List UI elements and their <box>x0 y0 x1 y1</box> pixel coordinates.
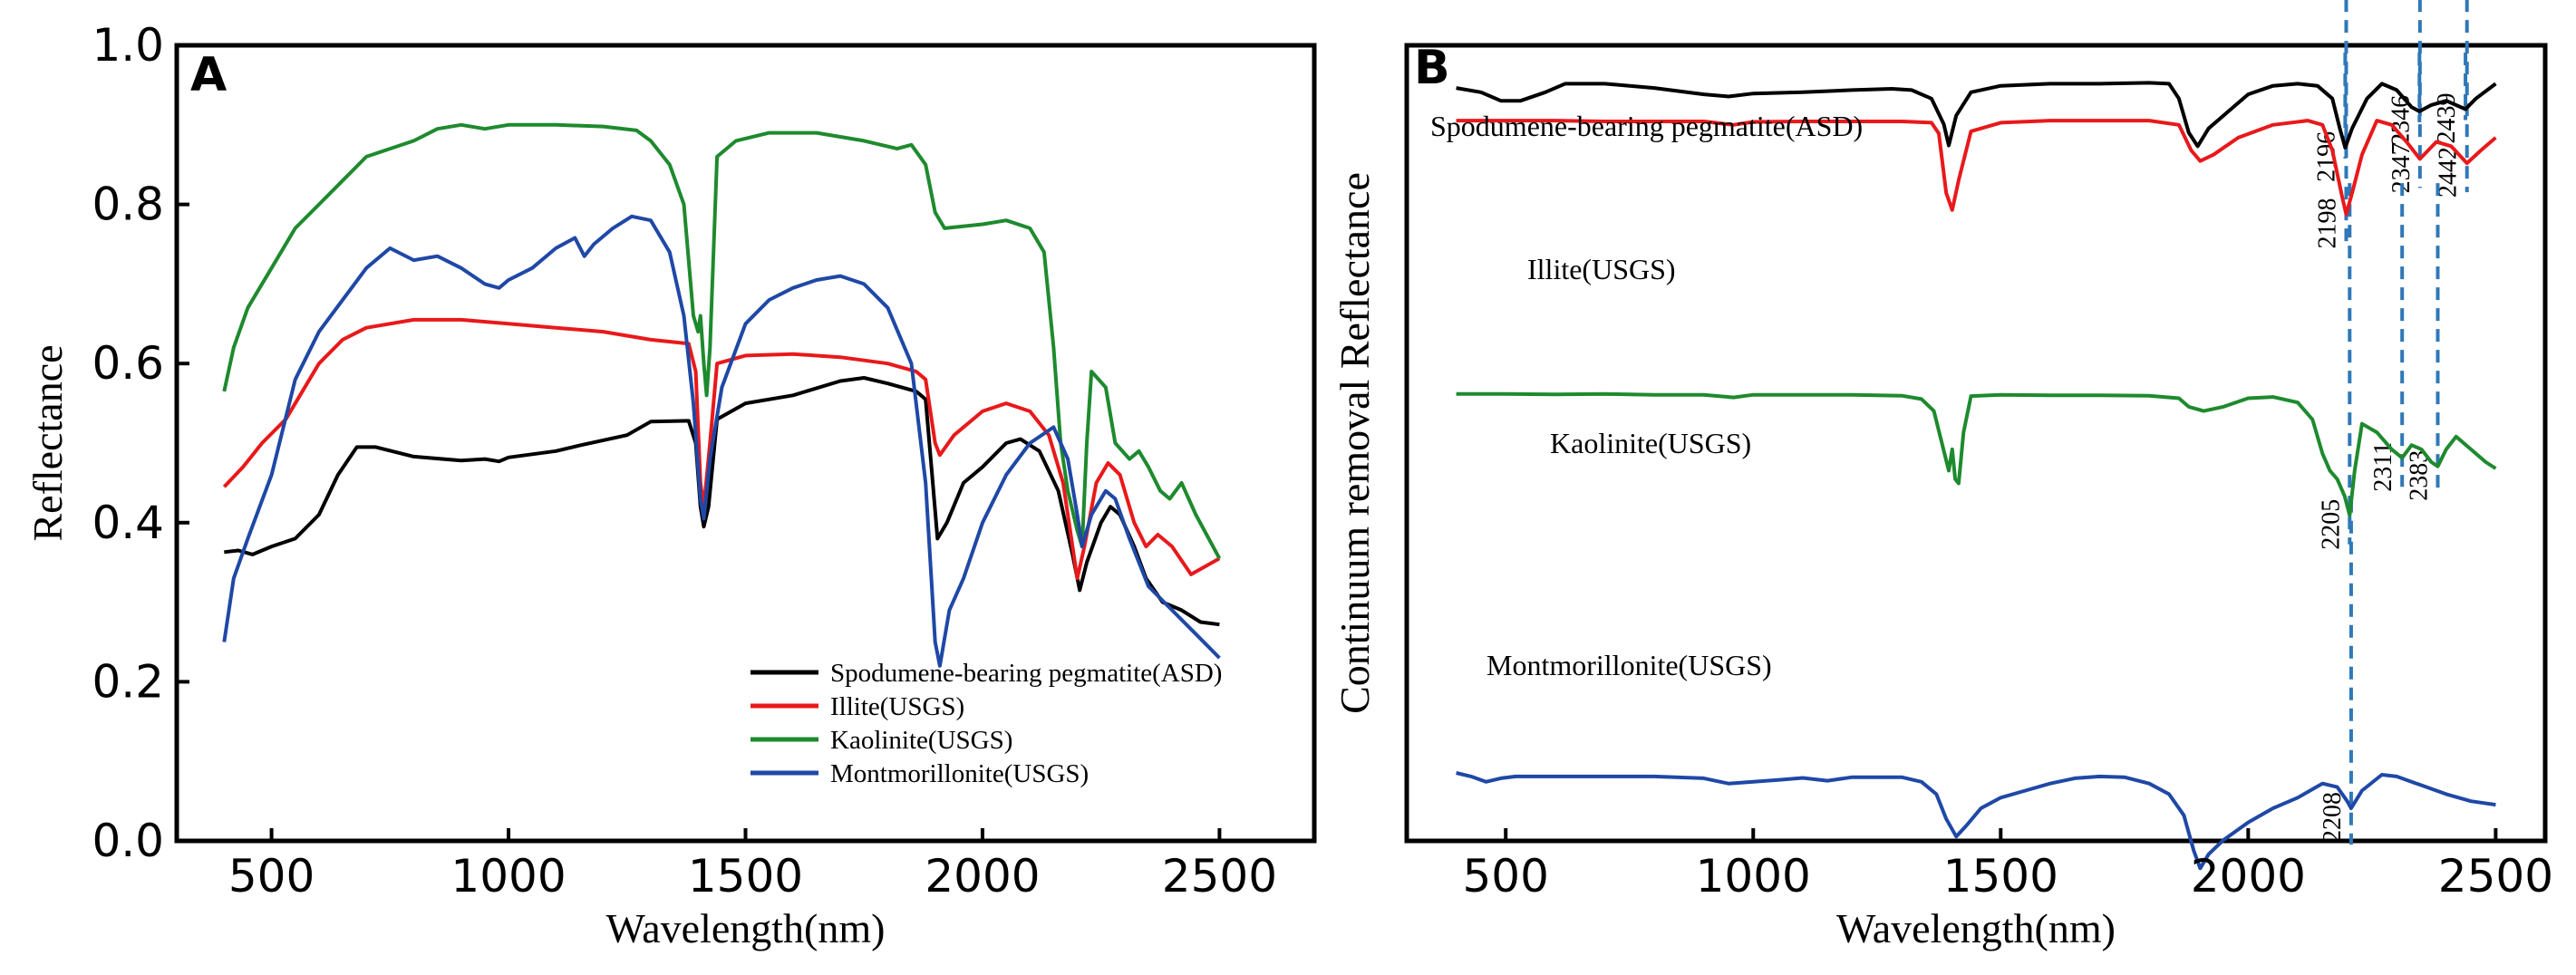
panel-a-x-axis-title: Wavelength(nm) <box>606 905 886 951</box>
absorption-label-2346: 2346 <box>2387 95 2415 146</box>
panel-b-curve-labels: Spodumene-bearing pegmatite(ASD) Illite(U… <box>1430 110 1863 681</box>
legend-label-illite: Illite(USGS) <box>830 692 964 721</box>
panel-b-x-axis-title: Wavelength(nm) <box>1836 905 2116 951</box>
panel-b-plot-frame <box>1404 43 2548 844</box>
curve-label-montmorillonite: Montmorillonite(USGS) <box>1487 649 1772 681</box>
panel-a-y-tick-label: 1.0 <box>92 19 164 72</box>
panel-a-x-tick-label: 2500 <box>1162 850 1277 903</box>
panel-a: A 500 1000 1500 2000 25000.00.20.40.60.81.0 … <box>24 19 1317 951</box>
panel-b-ticks: 500 1000 1500 2000 2500 <box>1462 828 2553 903</box>
panel-a-y-tick-label: 0.6 <box>92 337 164 390</box>
panel-b-x-tick-label: 1500 <box>1943 850 2058 903</box>
panel-a-plot-frame <box>174 43 1317 844</box>
panel-a-y-tick-label: 0.2 <box>92 655 164 708</box>
panel-a-ticks: 500 1000 1500 2000 2500 0.0 0.2 0.4 0.6 0.8 1.0 <box>92 19 1277 903</box>
panel-a-legend: Spodumene-bearing pegmatite(ASD) Illite(U… <box>751 659 1222 788</box>
panel-a-series-group <box>222 122 1222 668</box>
panel-a-series-montmorillonite <box>222 214 1221 668</box>
panel-a-x-tick-label: 500 <box>228 850 315 903</box>
panel-a-y-tick-label: 0.0 <box>92 815 164 867</box>
absorption-label-2208: 2208 <box>2319 792 2347 843</box>
panel-b-x-tick-label: 1000 <box>1696 850 1811 903</box>
legend-label-spodumene-bearing-pegmatite: Spodumene-bearing pegmatite(ASD) <box>830 659 1222 688</box>
panel-b-series-group <box>1456 81 2497 871</box>
curve-label-kaolinite: Kaolinite(USGS) <box>1550 427 1751 459</box>
panel-b-series-illite <box>1456 119 2497 217</box>
panel-a-y-tick-label: 0.8 <box>92 179 164 231</box>
absorption-label-2205: 2205 <box>2317 499 2345 550</box>
panel-a-x-tick-label: 2000 <box>925 850 1040 903</box>
panel-b-y-axis-title: Continuum removal Reflectance <box>1332 172 1378 714</box>
panel-b-series-montmorillonite <box>1456 771 2496 871</box>
curve-label-illite: Illite(USGS) <box>1527 253 1676 285</box>
panel-b-x-tick-label: 500 <box>1462 850 1548 903</box>
panel-a-letter: A <box>190 48 227 102</box>
legend-label-montmorillonite: Montmorillonite(USGS) <box>830 759 1089 788</box>
panel-a-x-tick-label: 1500 <box>688 850 803 903</box>
panel-a-series-spodumene-bearing-pegmatite <box>224 376 1220 627</box>
panel-b-series-kaolinite <box>1456 391 2497 517</box>
panel-a-y-tick-label: 0.4 <box>92 497 164 549</box>
panel-a-x-tick-label: 1000 <box>450 850 566 903</box>
legend-label-kaolinite: Kaolinite(USGS) <box>830 726 1012 755</box>
absorption-label-2198: 2198 <box>2313 198 2341 249</box>
panel-b-letter: B <box>1414 41 1450 95</box>
panel-a-y-axis-title: Reflectance <box>24 344 71 541</box>
panel-b-x-tick-label: 2500 <box>2438 850 2553 903</box>
panel-a-series-kaolinite <box>222 122 1222 560</box>
panel-a-series-illite <box>222 317 1221 581</box>
panel-b-series-spodumene-bearing-pegmatite <box>1456 81 2497 150</box>
curve-label-spodumene-bearing-pegmatite: Spodumene-bearing pegmatite(ASD) <box>1430 110 1863 142</box>
panel-b-x-tick-label: 2000 <box>2191 850 2306 903</box>
